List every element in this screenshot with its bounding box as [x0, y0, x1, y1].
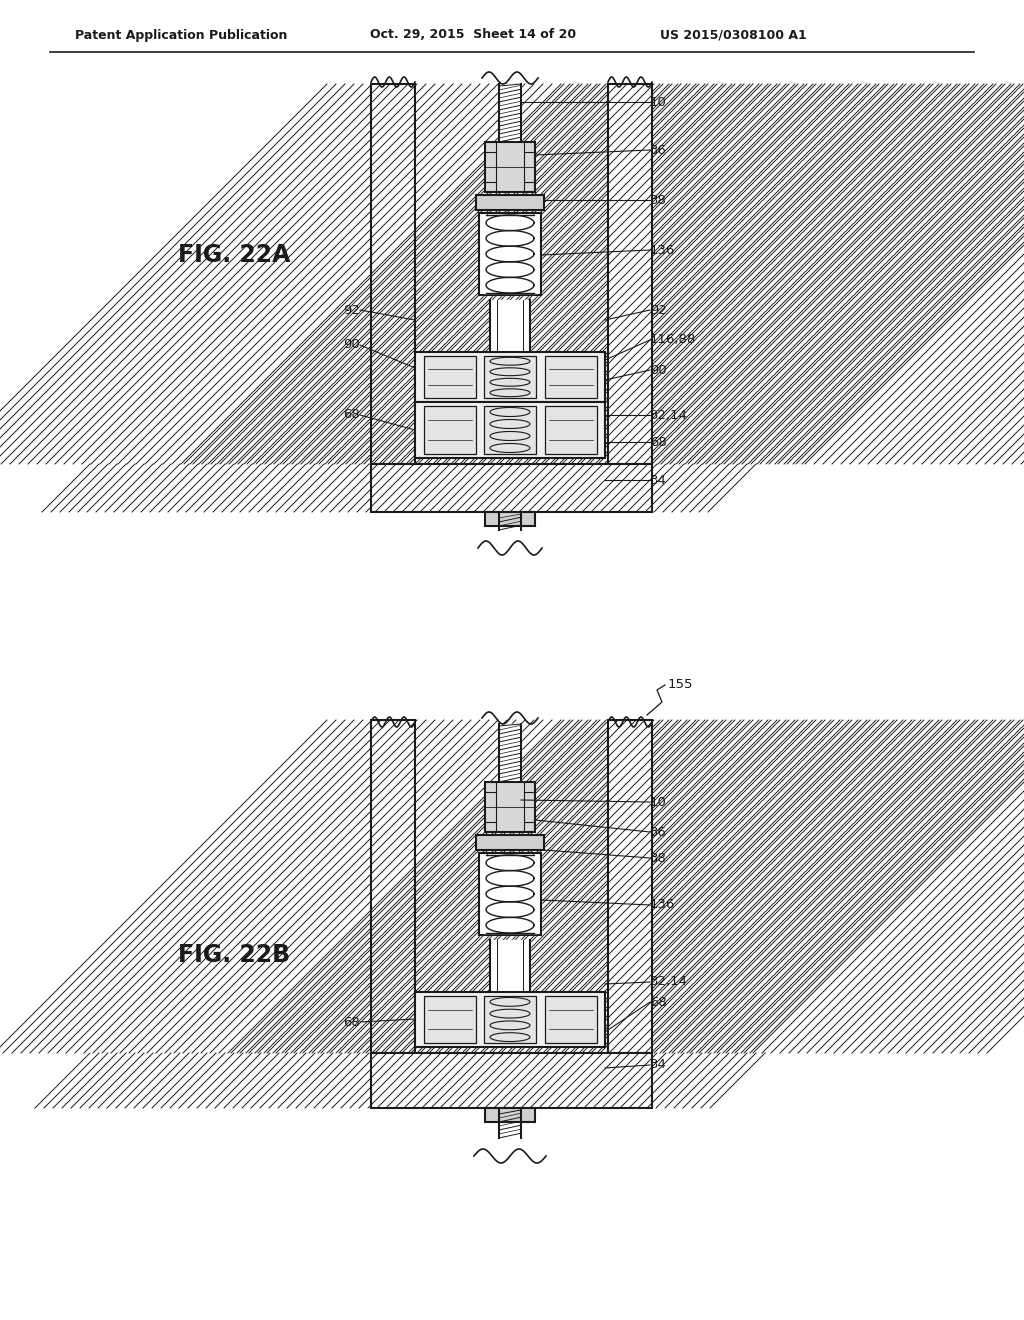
Bar: [424, 407, 475, 454]
Bar: [485, 1107, 535, 1122]
Polygon shape: [479, 853, 541, 935]
Text: 68: 68: [343, 1015, 360, 1028]
Bar: [485, 143, 535, 191]
Bar: [424, 997, 475, 1043]
Text: US 2015/0308100 A1: US 2015/0308100 A1: [660, 29, 807, 41]
Bar: [484, 997, 536, 1043]
Text: 116,88: 116,88: [650, 334, 696, 346]
Text: 92: 92: [650, 304, 667, 317]
Text: Patent Application Publication: Patent Application Publication: [75, 29, 288, 41]
Text: 32,14: 32,14: [650, 408, 688, 421]
Bar: [415, 352, 605, 403]
Text: FIG. 22B: FIG. 22B: [178, 942, 290, 968]
Bar: [476, 195, 544, 210]
Text: FIG. 22A: FIG. 22A: [178, 243, 291, 267]
Polygon shape: [483, 215, 537, 293]
Text: 90: 90: [650, 363, 667, 376]
Bar: [484, 407, 536, 454]
Text: 136: 136: [650, 243, 676, 256]
Text: 68: 68: [343, 408, 360, 421]
Text: 32,14: 32,14: [650, 975, 688, 989]
Polygon shape: [499, 84, 521, 143]
Bar: [371, 1053, 652, 1107]
Bar: [608, 84, 652, 465]
Text: 90: 90: [343, 338, 360, 351]
Polygon shape: [499, 1110, 521, 1138]
Bar: [476, 836, 544, 850]
Bar: [545, 356, 597, 399]
Bar: [484, 356, 536, 399]
Text: 34: 34: [650, 1059, 667, 1072]
Bar: [371, 84, 415, 465]
Text: 10: 10: [650, 95, 667, 108]
Text: 38: 38: [650, 851, 667, 865]
Text: 34: 34: [650, 474, 667, 487]
Bar: [545, 997, 597, 1043]
Bar: [415, 993, 605, 1047]
Text: 68: 68: [650, 995, 667, 1008]
Text: 92: 92: [343, 304, 360, 317]
Polygon shape: [483, 855, 537, 933]
Text: 36: 36: [650, 825, 667, 838]
Bar: [371, 465, 652, 512]
Polygon shape: [479, 213, 541, 294]
Bar: [485, 512, 535, 525]
Bar: [424, 356, 475, 399]
Text: 38: 38: [650, 194, 667, 206]
Text: Oct. 29, 2015  Sheet 14 of 20: Oct. 29, 2015 Sheet 14 of 20: [370, 29, 577, 41]
Text: 155: 155: [668, 678, 693, 692]
Bar: [415, 403, 605, 458]
Polygon shape: [490, 940, 530, 993]
Text: 36: 36: [650, 144, 667, 157]
Polygon shape: [499, 513, 521, 531]
Text: 10: 10: [650, 796, 667, 808]
Bar: [545, 407, 597, 454]
Text: 68: 68: [650, 436, 667, 449]
Polygon shape: [499, 723, 521, 781]
Text: 136: 136: [650, 899, 676, 912]
Bar: [371, 719, 415, 1053]
Polygon shape: [490, 300, 530, 352]
Bar: [608, 719, 652, 1053]
Bar: [485, 781, 535, 832]
